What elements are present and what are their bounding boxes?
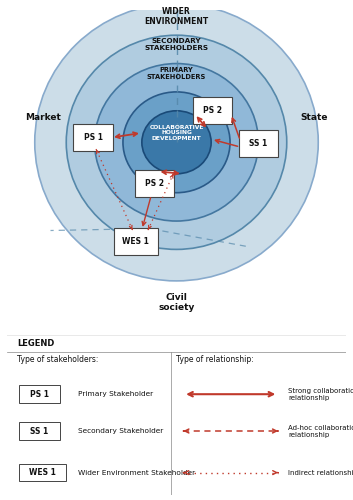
Text: SECONDARY
STAKEHOLDERS: SECONDARY STAKEHOLDERS bbox=[144, 38, 209, 52]
FancyBboxPatch shape bbox=[19, 386, 60, 403]
FancyBboxPatch shape bbox=[114, 228, 157, 255]
Text: COLLABORATIVE
HOUSING
DEVELOPMENT: COLLABORATIVE HOUSING DEVELOPMENT bbox=[149, 124, 204, 141]
Text: PS 2: PS 2 bbox=[145, 179, 164, 188]
Ellipse shape bbox=[66, 35, 287, 250]
Ellipse shape bbox=[95, 64, 258, 221]
FancyBboxPatch shape bbox=[135, 170, 174, 196]
Text: SS 1: SS 1 bbox=[30, 426, 48, 436]
Ellipse shape bbox=[123, 92, 230, 192]
Text: PS 2: PS 2 bbox=[203, 106, 222, 116]
Text: SS 1: SS 1 bbox=[249, 140, 268, 148]
FancyBboxPatch shape bbox=[193, 98, 232, 124]
Text: WES 1: WES 1 bbox=[29, 468, 56, 477]
FancyBboxPatch shape bbox=[73, 124, 113, 151]
FancyBboxPatch shape bbox=[239, 130, 278, 158]
FancyBboxPatch shape bbox=[19, 422, 60, 440]
Ellipse shape bbox=[35, 4, 318, 281]
FancyBboxPatch shape bbox=[5, 334, 348, 496]
Text: PRIMARY
STAKEHOLDERS: PRIMARY STAKEHOLDERS bbox=[147, 66, 206, 80]
Text: Type of stakeholders:: Type of stakeholders: bbox=[17, 356, 98, 364]
Text: Strong collaboration
relationship: Strong collaboration relationship bbox=[288, 388, 353, 400]
Text: Type of relationship:: Type of relationship: bbox=[176, 356, 254, 364]
Text: WES 1: WES 1 bbox=[122, 237, 149, 246]
Text: PS 1: PS 1 bbox=[30, 390, 49, 398]
Text: Wider Environment Stakeholder: Wider Environment Stakeholder bbox=[78, 470, 195, 476]
Text: State: State bbox=[300, 112, 328, 122]
Text: Indirect relationship: Indirect relationship bbox=[288, 470, 353, 476]
Text: LEGEND: LEGEND bbox=[17, 340, 55, 348]
Text: Market: Market bbox=[25, 112, 61, 122]
Ellipse shape bbox=[142, 111, 211, 174]
FancyBboxPatch shape bbox=[19, 464, 66, 481]
Text: Civil
society: Civil society bbox=[158, 293, 195, 312]
Text: Primary Stakeholder: Primary Stakeholder bbox=[78, 391, 153, 397]
Text: PS 1: PS 1 bbox=[84, 133, 102, 142]
Text: Ad-hoc collaboration
relationship: Ad-hoc collaboration relationship bbox=[288, 424, 353, 438]
Text: Secondary Stakeholder: Secondary Stakeholder bbox=[78, 428, 163, 434]
Text: WIDER
ENVIRONMENT: WIDER ENVIRONMENT bbox=[144, 7, 209, 26]
